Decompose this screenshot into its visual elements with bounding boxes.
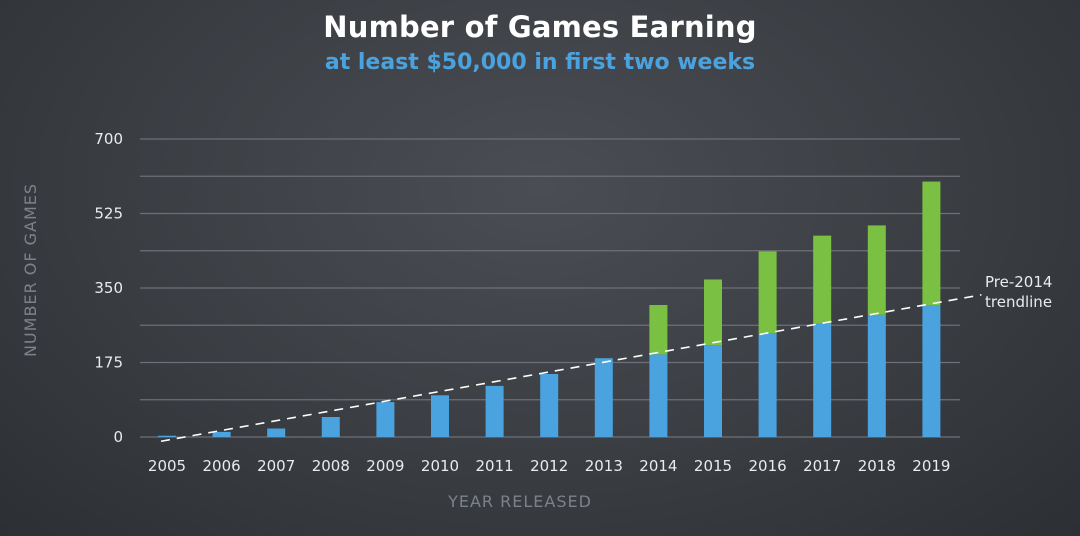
- y-axis-title: NUMBER OF GAMES: [21, 183, 40, 357]
- trendline-label-line2: trendline: [985, 293, 1052, 311]
- bar-segment-base: [212, 431, 231, 437]
- bar-segment-base: [594, 358, 613, 437]
- x-tick-label: 2019: [912, 457, 950, 475]
- bar-segment-above-trend: [867, 225, 886, 315]
- bar-segment-base: [922, 305, 941, 437]
- bar-segment-above-trend: [813, 235, 832, 324]
- x-tick-label: 2006: [203, 457, 241, 475]
- x-tick-label: 2012: [530, 457, 568, 475]
- bar-segment-base: [649, 354, 668, 437]
- x-tick-label: 2014: [639, 457, 677, 475]
- bar-segment-base: [376, 402, 395, 437]
- bar-segment-base: [321, 416, 340, 437]
- y-tick-label: 175: [94, 354, 123, 372]
- x-tick-label: 2018: [858, 457, 896, 475]
- x-tick-label: 2007: [257, 457, 295, 475]
- pre-2014-trendline: [160, 294, 982, 443]
- x-tick-label: 2011: [476, 457, 514, 475]
- x-tick-label: 2015: [694, 457, 732, 475]
- x-tick-label: 2005: [148, 457, 186, 475]
- bar-segment-base: [540, 373, 559, 437]
- bar-segment-base: [704, 345, 722, 437]
- y-tick-label: 700: [94, 130, 123, 148]
- x-tick-label: 2010: [421, 457, 459, 475]
- y-tick-label: 0: [113, 428, 123, 446]
- chart-subtitle: at least $50,000 in first two weeks: [324, 50, 756, 75]
- bar-segment-base: [867, 314, 886, 437]
- bar-segment-base: [813, 323, 832, 437]
- y-tick-label: 525: [94, 205, 123, 223]
- bar-segment-base: [158, 435, 176, 437]
- x-tick-label: 2013: [585, 457, 623, 475]
- x-axis-title: YEAR RELEASED: [447, 492, 592, 511]
- trendline-label-line1: Pre-2014: [985, 273, 1052, 291]
- chart-title: Number of Games Earning: [323, 10, 757, 44]
- x-axis-ticks: 2005 2006 2007 2008 2009 2010 2011 2012 2013 2014…: [148, 457, 951, 475]
- y-axis-ticks: 0 175 350 525 700: [94, 130, 123, 446]
- bar-segment-base: [267, 428, 286, 437]
- bar-segment-above-trend: [758, 251, 777, 334]
- bar-segment-above-trend: [649, 305, 668, 355]
- bar-segment-base: [758, 333, 777, 437]
- bar-segment-base: [485, 385, 504, 437]
- bar-segment-above-trend: [922, 181, 941, 306]
- x-tick-label: 2017: [803, 457, 841, 475]
- x-tick-label: 2008: [312, 457, 350, 475]
- bar-segment-base: [431, 395, 449, 437]
- x-tick-label: 2009: [366, 457, 404, 475]
- bars: [158, 181, 941, 437]
- y-tick-label: 350: [94, 279, 123, 297]
- bar-segment-above-trend: [704, 279, 722, 346]
- x-tick-label: 2016: [749, 457, 787, 475]
